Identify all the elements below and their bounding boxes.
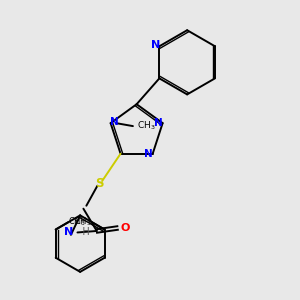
Text: H: H [73, 227, 90, 238]
Text: N: N [144, 149, 152, 159]
Text: N: N [64, 227, 73, 238]
Text: CH$_3$: CH$_3$ [68, 216, 86, 228]
Text: CH$_3$: CH$_3$ [137, 120, 156, 132]
Text: S: S [95, 177, 104, 190]
Text: N: N [151, 40, 160, 50]
Text: N: N [110, 117, 119, 127]
Text: CH$_3$: CH$_3$ [74, 216, 91, 228]
Text: O: O [121, 223, 130, 233]
Text: N: N [154, 118, 162, 128]
